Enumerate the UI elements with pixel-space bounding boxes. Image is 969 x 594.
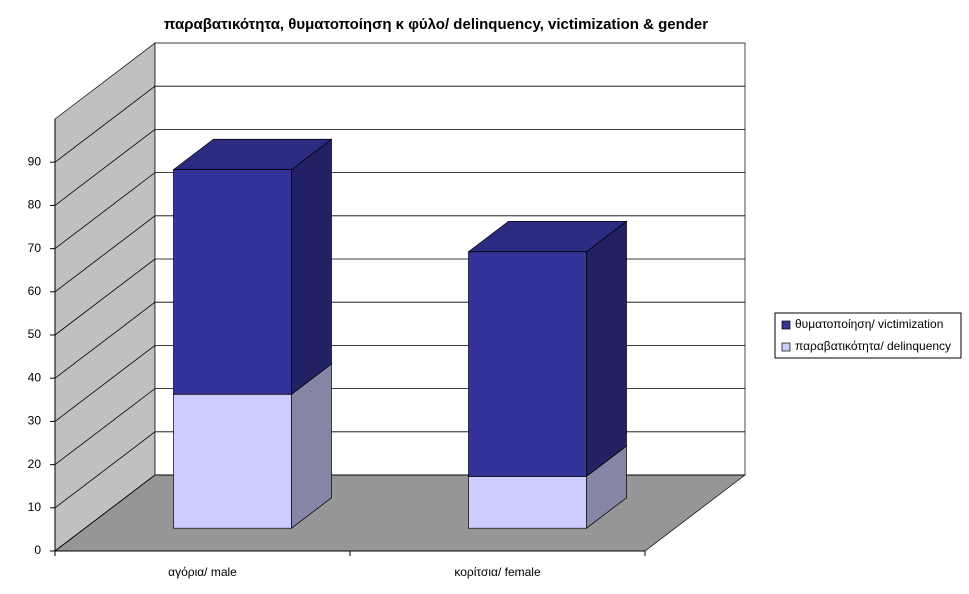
grid-line <box>54 172 745 249</box>
bar-front <box>173 169 292 395</box>
grid-line <box>54 215 745 293</box>
chart-title: παραβατικότητα, θυματοποίηση κ φύλο/ del… <box>164 16 708 33</box>
bar-side <box>291 138 332 395</box>
bar-segment <box>172 138 333 395</box>
y-tick-label: 50 <box>28 327 42 341</box>
bar-front <box>173 393 292 529</box>
y-tick-label: 40 <box>28 370 42 384</box>
bar-front <box>468 251 587 477</box>
legend-swatch <box>781 320 791 330</box>
y-tick-label: 60 <box>28 284 42 298</box>
y-tick-label: 70 <box>28 241 42 255</box>
y-tick-label: 20 <box>28 457 42 471</box>
grid-line <box>54 85 745 163</box>
bar-segment <box>467 220 628 478</box>
y-tick-label: 10 <box>28 500 42 514</box>
grid-line <box>54 128 745 206</box>
floor <box>53 474 747 552</box>
legend-box <box>774 312 962 359</box>
bar-front <box>468 476 587 529</box>
y-tick-label: 30 <box>28 414 42 428</box>
legend-label: παραβατικότητα/ delinquency <box>795 339 951 353</box>
y-tick-label: 0 <box>34 543 41 557</box>
bar-side <box>586 220 627 478</box>
legend-label: θυματοποίηση/ victimization <box>795 317 943 331</box>
y-tick-label: 80 <box>28 198 42 212</box>
legend-swatch <box>781 342 791 352</box>
x-tick-label: αγόρια/ male <box>168 565 237 579</box>
x-tick-label: κορίτσια/ female <box>454 565 541 579</box>
y-tick-label: 90 <box>28 154 42 168</box>
